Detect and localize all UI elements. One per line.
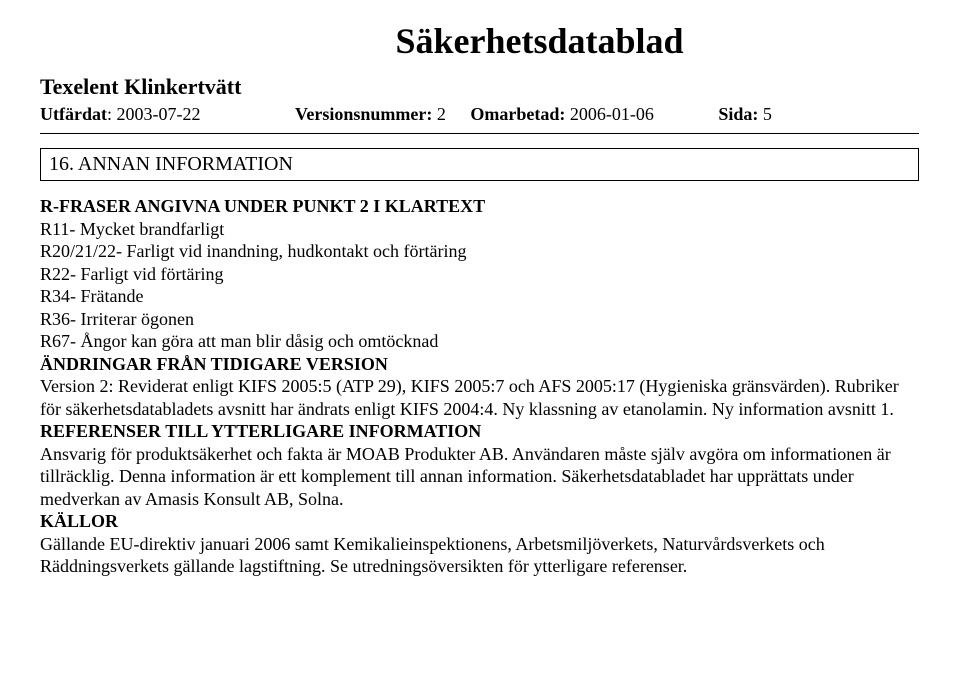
r34-line: R34- Frätande (40, 285, 919, 308)
r20-line: R20/21/22- Farligt vid inandning, hudkon… (40, 240, 919, 263)
issued-label: Utfärdat (40, 104, 107, 124)
version-value: 2 (437, 104, 446, 124)
r11-line: R11- Mycket brandfarligt (40, 218, 919, 241)
changes-heading: ÄNDRINGAR FRÅN TIDIGARE VERSION (40, 353, 919, 376)
section-title-box: 16. ANNAN INFORMATION (40, 148, 919, 181)
revised-label: Omarbetad: (470, 104, 565, 124)
page-value: 5 (763, 104, 772, 124)
revised-date: 2006-01-06 (570, 104, 654, 124)
meta-row: Utfärdat: 2003-07-22 Versionsnummer: 2 O… (40, 104, 919, 125)
product-name: Texelent Klinkertvätt (40, 74, 919, 100)
sources-text: Gällande EU-direktiv januari 2006 samt K… (40, 533, 919, 578)
page-label: Sida: (718, 104, 758, 124)
changes-text: Version 2: Reviderat enligt KIFS 2005:5 … (40, 375, 919, 420)
r67-line: R67- Ångor kan göra att man blir dåsig o… (40, 330, 919, 353)
refs-text: Ansvarig för produktsäkerhet och fakta ä… (40, 443, 919, 511)
r22-line: R22- Farligt vid förtäring (40, 263, 919, 286)
body-content: R-FRASER ANGIVNA UNDER PUNKT 2 I KLARTEX… (40, 195, 919, 578)
document-main-title: Säkerhetsdatablad (160, 20, 919, 62)
rphrases-heading: R-FRASER ANGIVNA UNDER PUNKT 2 I KLARTEX… (40, 195, 919, 218)
sources-heading: KÄLLOR (40, 510, 919, 533)
issued-date: 2003-07-22 (117, 104, 201, 124)
header-divider (40, 133, 919, 134)
version-label: Versionsnummer: (295, 104, 432, 124)
refs-heading: REFERENSER TILL YTTERLIGARE INFORMATION (40, 420, 919, 443)
r36-line: R36- Irriterar ögonen (40, 308, 919, 331)
section-title: 16. ANNAN INFORMATION (49, 153, 293, 175)
